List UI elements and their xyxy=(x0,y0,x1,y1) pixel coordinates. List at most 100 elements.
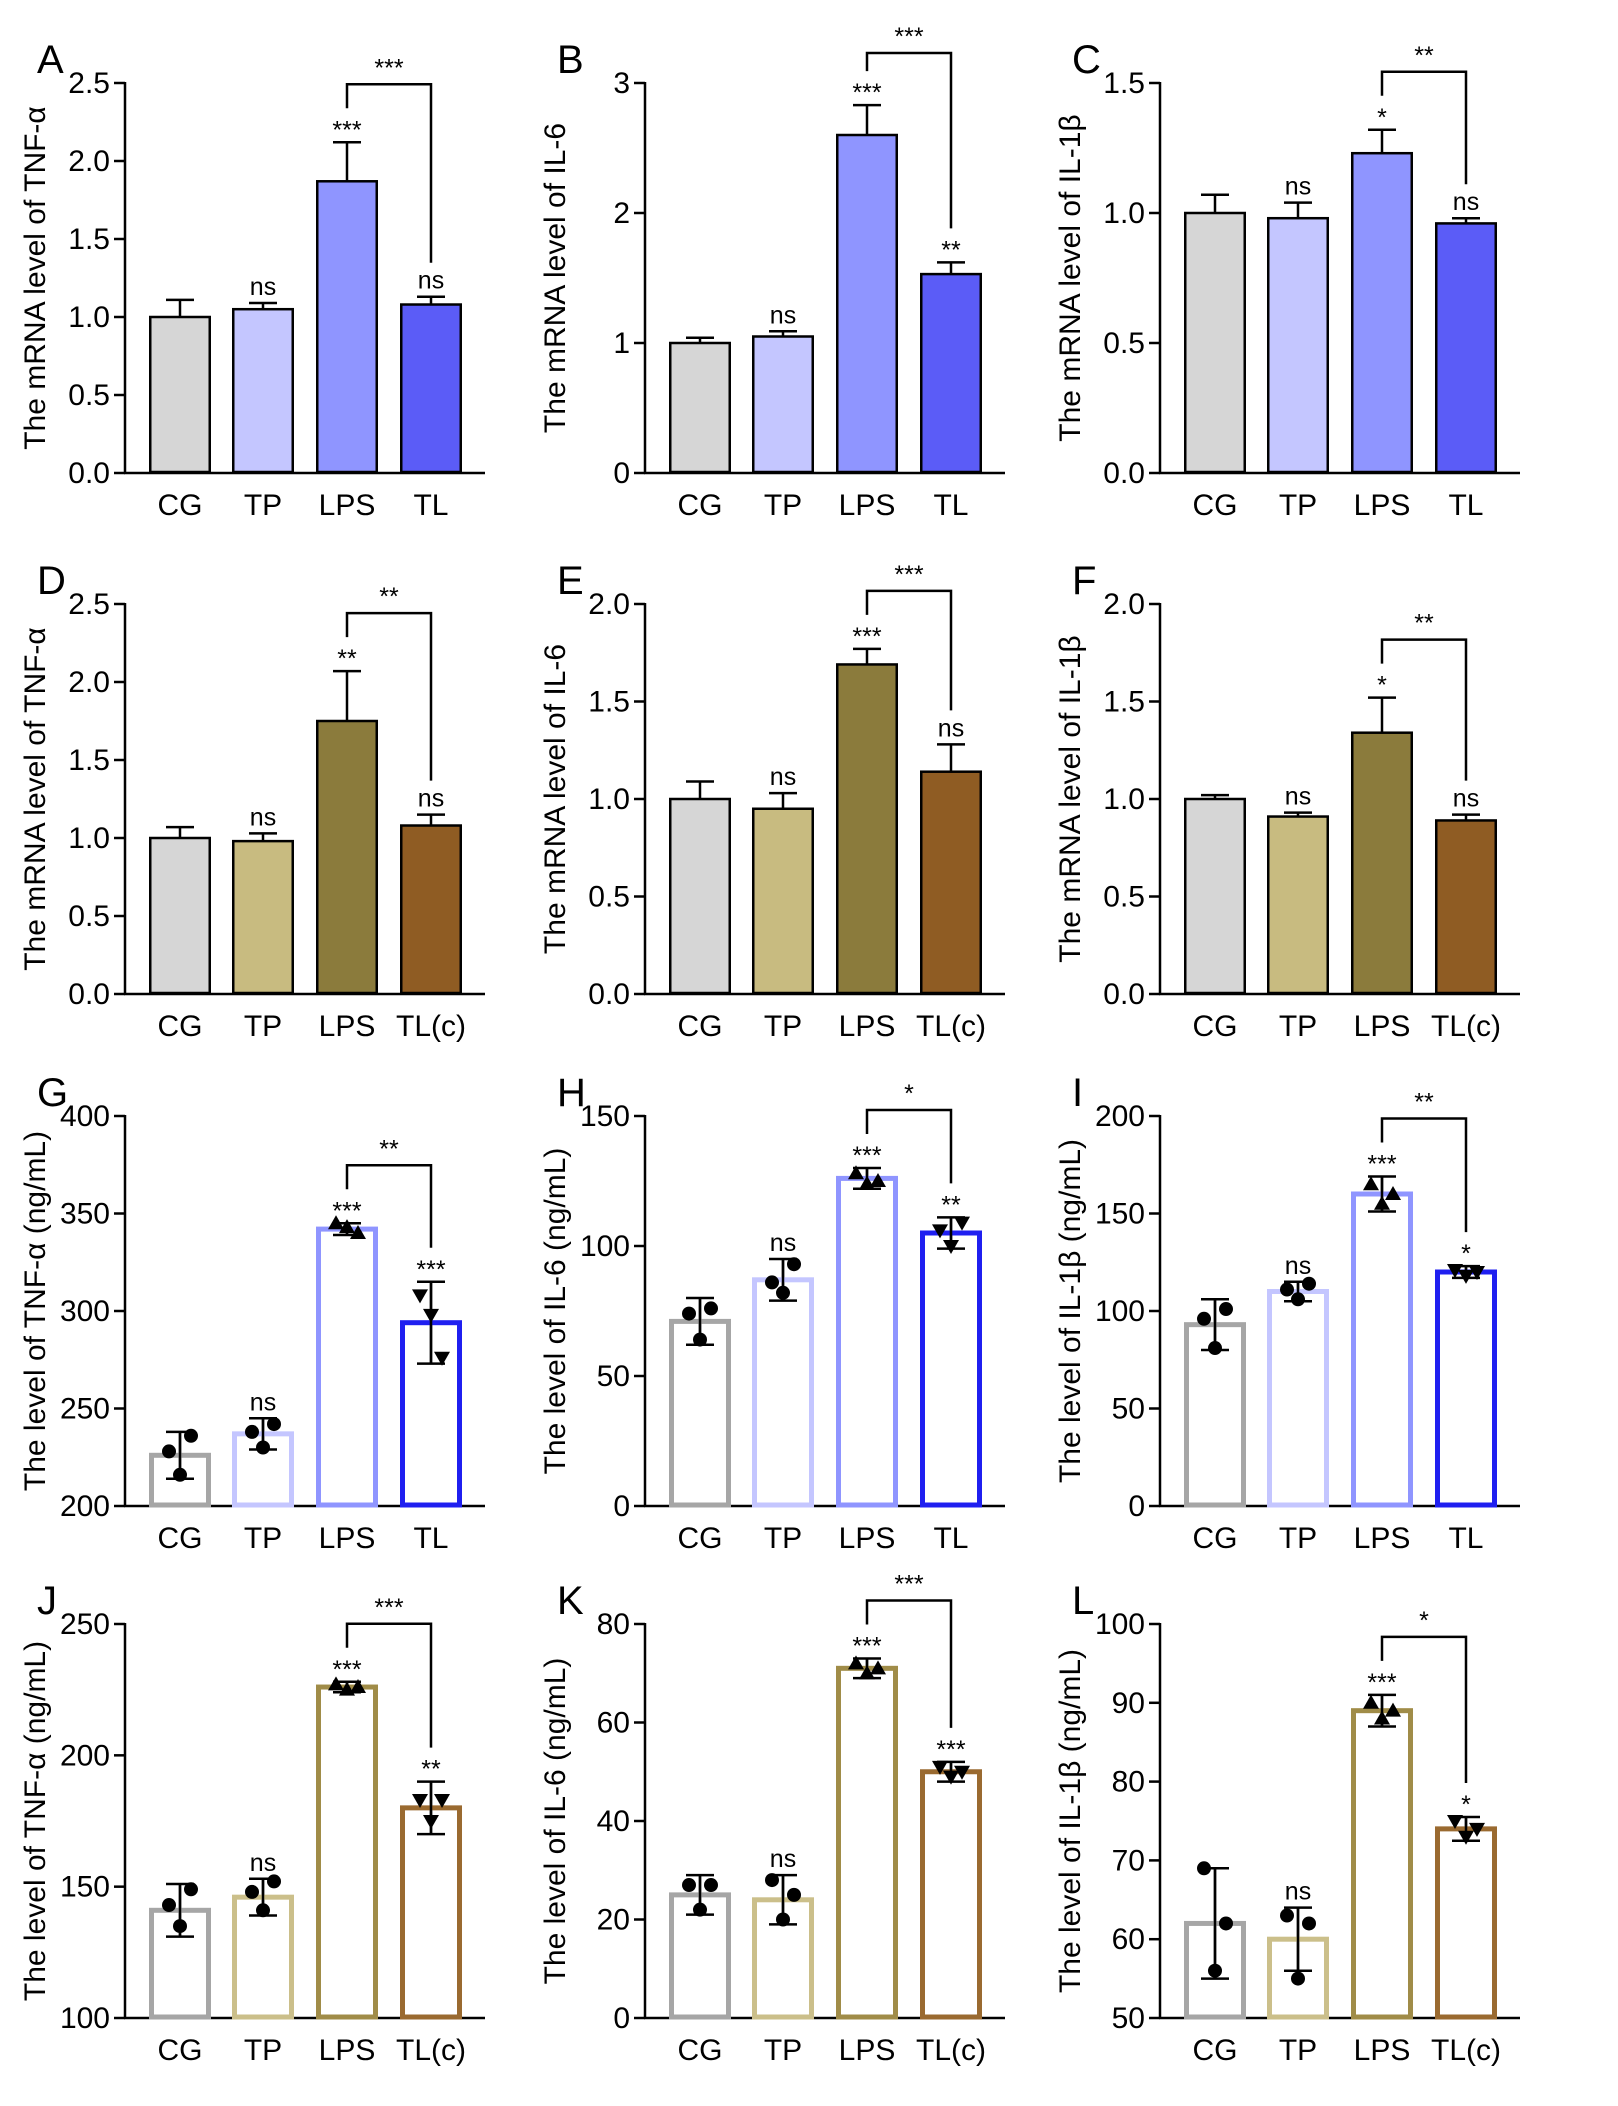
bracket-label: * xyxy=(1419,1607,1429,1635)
bar-lps xyxy=(316,1684,378,2020)
x-category-label: LPS xyxy=(1354,1010,1411,1043)
data-point xyxy=(1208,1963,1222,1978)
data-point xyxy=(245,1424,259,1439)
x-category-label: LPS xyxy=(839,2034,896,2067)
data-point xyxy=(162,1898,176,1913)
y-tick-label: 0 xyxy=(613,457,630,490)
panel-k: K The level of IL-6 (ng/mL) 0 20 40 60 80 CG TP n… xyxy=(539,1570,1005,2067)
data-point xyxy=(256,1903,270,1918)
x-category-label: TP xyxy=(1279,1522,1317,1555)
data-point xyxy=(943,1240,959,1254)
significance-bracket xyxy=(1380,1635,1468,1784)
bar-tp xyxy=(232,839,294,995)
significance-label: *** xyxy=(332,1197,361,1225)
significance-bracket xyxy=(1380,638,1468,781)
data-point xyxy=(434,1793,450,1808)
bracket-label: ** xyxy=(1414,610,1434,638)
data-point xyxy=(1302,1916,1316,1931)
x-category-label: TL xyxy=(933,489,968,522)
y-tick-label: 150 xyxy=(580,1100,630,1133)
significance-label: ns xyxy=(1285,1252,1311,1280)
y-axis-title: The level of IL-6 (ng/mL) xyxy=(539,1658,572,1985)
bar-tp xyxy=(232,307,294,474)
y-tick-label: 50 xyxy=(1112,1393,1145,1426)
x-category-label: LPS xyxy=(839,489,896,522)
significance-label: ns xyxy=(418,267,444,295)
bar-tl xyxy=(920,1230,982,1508)
y-tick-label: 0.0 xyxy=(588,978,630,1011)
significance-label: *** xyxy=(852,1632,881,1660)
significance-bracket xyxy=(345,83,433,263)
y-tick-label: 0.0 xyxy=(1103,978,1145,1011)
panel-letter: F xyxy=(1072,559,1096,603)
panel-letter: L xyxy=(1072,1579,1094,1623)
x-category-label: TP xyxy=(764,489,802,522)
data-point xyxy=(1291,1971,1305,1986)
y-tick-label: 250 xyxy=(60,1608,110,1641)
significance-label: ns xyxy=(770,1229,796,1257)
x-category-label: TL xyxy=(1448,489,1483,522)
significance-label: *** xyxy=(936,1736,965,1764)
y-tick-label: 80 xyxy=(1112,1766,1145,1799)
x-category-label: TP xyxy=(764,1010,802,1043)
data-point xyxy=(350,1225,366,1239)
bar-tlc xyxy=(1435,1826,1497,2020)
y-axis-title: The mRNA level of TNF-α xyxy=(19,106,52,450)
significance-label: ns xyxy=(1285,783,1311,811)
x-category-label: TL xyxy=(413,1522,448,1555)
bar-cg xyxy=(669,1318,731,1508)
data-point xyxy=(412,1793,428,1808)
y-axis-title: The level of TNF-α (ng/mL) xyxy=(19,1131,52,1491)
y-tick-label: 0.5 xyxy=(1103,327,1145,360)
x-category-label: CG xyxy=(678,1522,723,1555)
data-point xyxy=(848,1655,864,1670)
bar-lps xyxy=(1351,731,1413,995)
significance-label: ns xyxy=(1285,173,1311,201)
panel-letter: A xyxy=(37,38,64,82)
y-tick-label: 1.5 xyxy=(68,223,110,256)
data-point xyxy=(932,1224,948,1239)
x-category-label: LPS xyxy=(1354,2034,1411,2067)
bar-tl xyxy=(1435,1269,1497,1508)
x-category-label: TL(c) xyxy=(916,1010,986,1043)
y-tick-label: 250 xyxy=(60,1393,110,1426)
significance-label: ns xyxy=(770,763,796,791)
x-category-label: TP xyxy=(244,1010,282,1043)
x-category-label: TP xyxy=(764,1522,802,1555)
bar-tl xyxy=(920,272,982,474)
bar-cg xyxy=(1184,797,1246,995)
panel-letter: G xyxy=(37,1071,68,1115)
bracket-label: ** xyxy=(379,583,399,611)
data-point xyxy=(932,1760,948,1775)
significance-label: ns xyxy=(418,785,444,813)
significance-label: ns xyxy=(250,803,276,831)
y-tick-label: 60 xyxy=(597,1707,630,1740)
data-point xyxy=(184,1428,198,1443)
bar-lps xyxy=(1351,151,1413,474)
significance-label: ns xyxy=(250,1849,276,1877)
y-tick-label: 2.0 xyxy=(68,666,110,699)
data-point xyxy=(1385,1186,1401,1200)
bar-tp xyxy=(752,807,814,995)
data-point xyxy=(1219,1302,1233,1317)
panel-letter: J xyxy=(37,1579,57,1623)
data-point xyxy=(859,1665,875,1680)
data-point xyxy=(954,1765,970,1780)
y-tick-label: 40 xyxy=(597,1805,630,1838)
x-category-label: TP xyxy=(1279,489,1317,522)
data-point xyxy=(1280,1282,1294,1297)
bar-lps xyxy=(1351,1191,1413,1508)
x-category-label: TP xyxy=(244,1522,282,1555)
data-point xyxy=(328,1676,344,1691)
bracket-label: *** xyxy=(894,561,923,589)
significance-bracket xyxy=(345,1622,433,1748)
x-category-label: CG xyxy=(678,489,723,522)
y-tick-label: 0.0 xyxy=(68,457,110,490)
y-tick-label: 0.5 xyxy=(68,900,110,933)
data-point xyxy=(1374,1195,1390,1210)
data-point xyxy=(776,1285,790,1300)
data-point xyxy=(412,1289,428,1304)
y-tick-label: 50 xyxy=(1112,2002,1145,2035)
data-point xyxy=(267,1417,281,1432)
significance-bracket xyxy=(1380,70,1468,185)
